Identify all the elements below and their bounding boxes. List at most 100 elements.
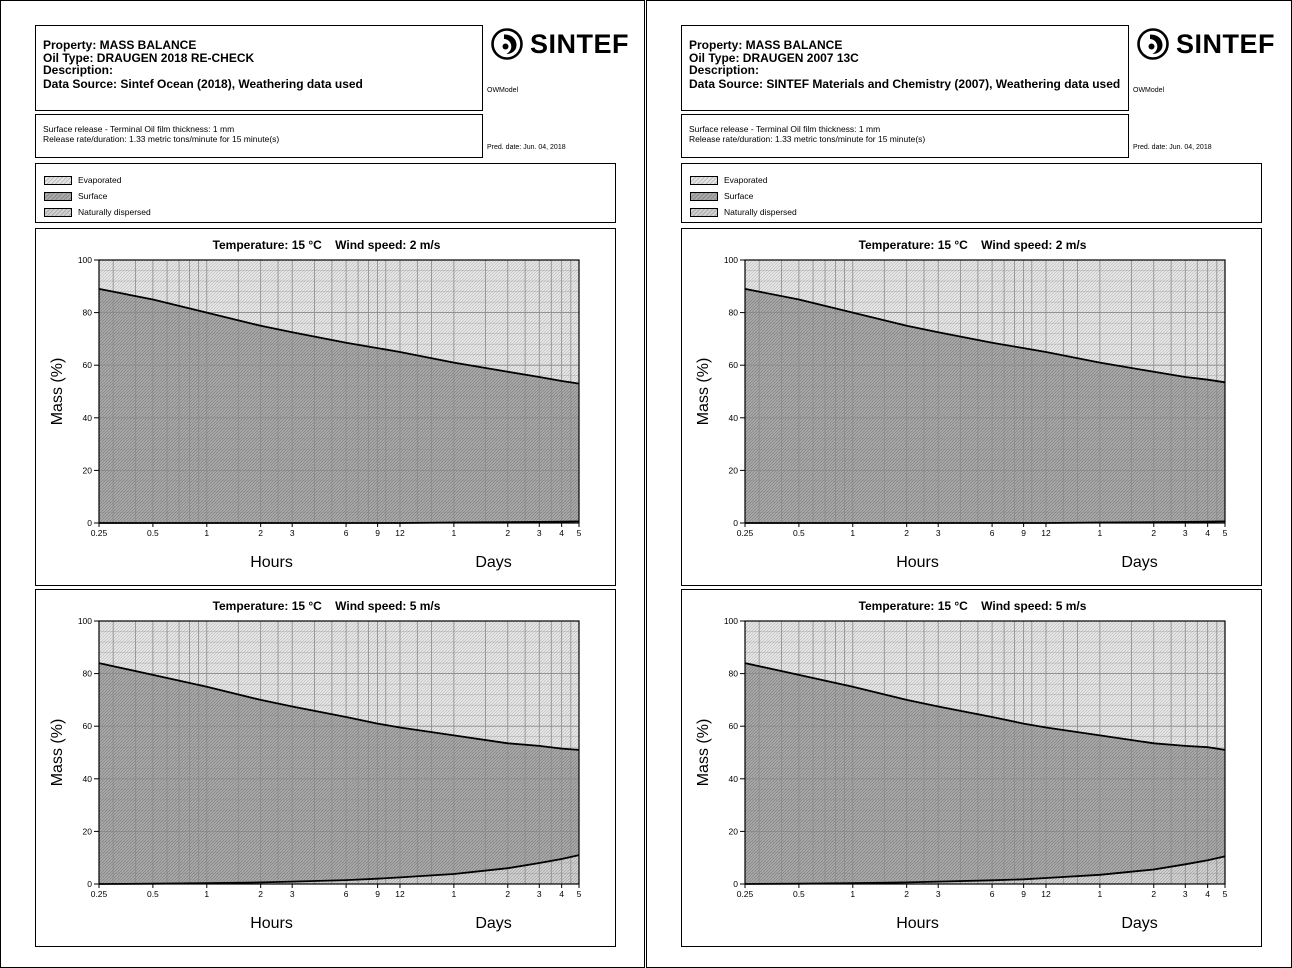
x-axis-label-hours: Hours [896,554,939,571]
x-tick-label: 0.5 [147,528,159,538]
y-tick-label: 60 [729,721,739,731]
legend-label: Evaporated [78,175,122,185]
x-axis-label-hours: Hours [250,554,293,571]
x-tick-label: 2 [904,528,909,538]
series-line-dispersed [98,854,580,885]
x-tick-label: 3 [1183,528,1188,538]
x-tick-label: 12 [1041,528,1051,538]
y-axis-label: Mass (%) [695,719,712,787]
y-tick-label: 80 [729,308,739,318]
y-tick-label: 0 [87,518,92,528]
x-tick-label: 3 [936,528,941,538]
y-axis-label: Mass (%) [49,719,66,787]
mass-balance-chart: Temperature: 15 °C Wind speed: 5 m/s 0 20 4… [695,599,1228,932]
y-tick-label: 40 [729,774,739,784]
description-line: Description: [43,63,114,77]
y-tick-label: 80 [729,669,739,679]
area-surface [99,288,579,523]
chart-panel-top: Temperature: 15 °C Wind speed: 2 m/s 0 20 4… [681,228,1262,586]
y-tick-label: 40 [83,774,93,784]
series-line-dispersed [744,855,1226,885]
legend-label: Naturally dispersed [724,207,797,217]
grid [744,620,1226,885]
y-tick-label: 40 [729,413,739,423]
chart-title: Temperature: 15 °C Wind speed: 5 m/s [859,599,1087,613]
y-tick-label: 100 [78,255,92,265]
x-tick-label: 2 [904,889,909,899]
data-source-line: Data Source: SINTEF Materials and Chemis… [689,76,1121,91]
release-line-1: Surface release - Terminal Oil film thic… [689,124,881,134]
x-tick-label: 0.25 [91,528,108,538]
y-tick-label: 0 [733,518,738,528]
x-tick-label: 2 [1151,889,1156,899]
x-tick-label: 6 [990,528,995,538]
release-box: Surface release - Terminal Oil film thic… [35,114,483,158]
x-tick-label: 3 [537,889,542,899]
x-tick-label: 5 [577,528,582,538]
logo-text: SINTEF [1176,28,1276,59]
x-axis-label-hours: Hours [250,915,293,932]
x-tick-label: 0.25 [91,889,108,899]
legend-swatch-surface [44,191,72,201]
x-tick-label: 3 [1183,889,1188,899]
legend-label: Surface [724,191,754,201]
y-tick-label: 0 [87,879,92,889]
report-page-left: Property: MASS BALANCE Oil Type: DRAUGEN… [0,0,645,968]
mass-balance-chart: Temperature: 15 °C Wind speed: 2 m/s 0 20 4… [49,238,582,571]
x-tick-label: 2 [258,528,263,538]
x-tick-label: 0.5 [147,889,159,899]
x-axis-label-days: Days [475,554,511,571]
y-tick-label: 60 [83,721,93,731]
x-tick-label: 4 [559,528,564,538]
x-tick-label: 1 [1098,889,1103,899]
legend-item-dispersed: Naturally dispersed [690,204,1261,220]
area-dispersed [745,856,1225,884]
chart-title: Temperature: 15 °C Wind speed: 2 m/s [213,238,441,252]
logo-text: SINTEF [530,28,630,59]
y-axis-label: Mass (%) [49,358,66,426]
series-line-surface [98,662,580,751]
x-tick-label: 12 [395,528,405,538]
x-tick-label: 4 [559,889,564,899]
area-surface [99,663,579,884]
prediction-date: Pred. date: Jun. 04, 2018 [1133,144,1212,151]
x-tick-label: 1 [850,528,855,538]
x-tick-label: 3 [290,528,295,538]
series-line-surface [744,662,1226,751]
y-tick-label: 100 [724,255,738,265]
mass-balance-chart: Temperature: 15 °C Wind speed: 5 m/s 0 20 4… [49,599,582,932]
plot-frame [744,620,1226,885]
x-tick-label: 2 [258,889,263,899]
data-source-line: Data Source: Sintef Ocean (2018), Weathe… [43,76,363,91]
x-tick-label: 1 [1098,528,1103,538]
x-tick-label: 1 [204,889,209,899]
x-tick-label: 3 [290,889,295,899]
x-tick-label: 6 [990,889,995,899]
x-tick-label: 5 [577,889,582,899]
x-tick-label: 2 [1151,528,1156,538]
x-tick-label: 6 [344,528,349,538]
description-line: Description: [689,63,760,77]
oil-type-line: Oil Type: DRAUGEN 2007 13C [689,50,859,65]
x-tick-label: 1 [452,528,457,538]
oil-type-line: Oil Type: DRAUGEN 2018 RE-CHECK [43,50,255,65]
release-line-2: Release rate/duration: 1.33 metric tons/… [43,134,280,144]
x-tick-label: 0.5 [793,889,805,899]
legend-swatch-surface [690,191,718,201]
report-page-right: Property: MASS BALANCE Oil Type: DRAUGEN… [646,0,1292,968]
x-tick-label: 2 [505,889,510,899]
y-tick-label: 60 [83,360,93,370]
area-surface [745,663,1225,884]
plot-frame [744,259,1226,524]
chart-panel-bottom: Temperature: 15 °C Wind speed: 5 m/s 0 20 4… [681,589,1262,947]
x-axis-label-days: Days [475,915,511,932]
y-axis-label: Mass (%) [695,358,712,426]
legend-swatch-evaporated [44,175,72,185]
y-tick-label: 60 [729,360,739,370]
sintef-logo-icon [491,28,523,60]
header-box: Property: MASS BALANCE Oil Type: DRAUGEN… [35,25,483,111]
chart-title: Temperature: 15 °C Wind speed: 5 m/s [213,599,441,613]
y-tick-label: 100 [724,616,738,626]
x-axis-label-days: Days [1121,915,1157,932]
sintef-logo-icon [1137,28,1169,60]
